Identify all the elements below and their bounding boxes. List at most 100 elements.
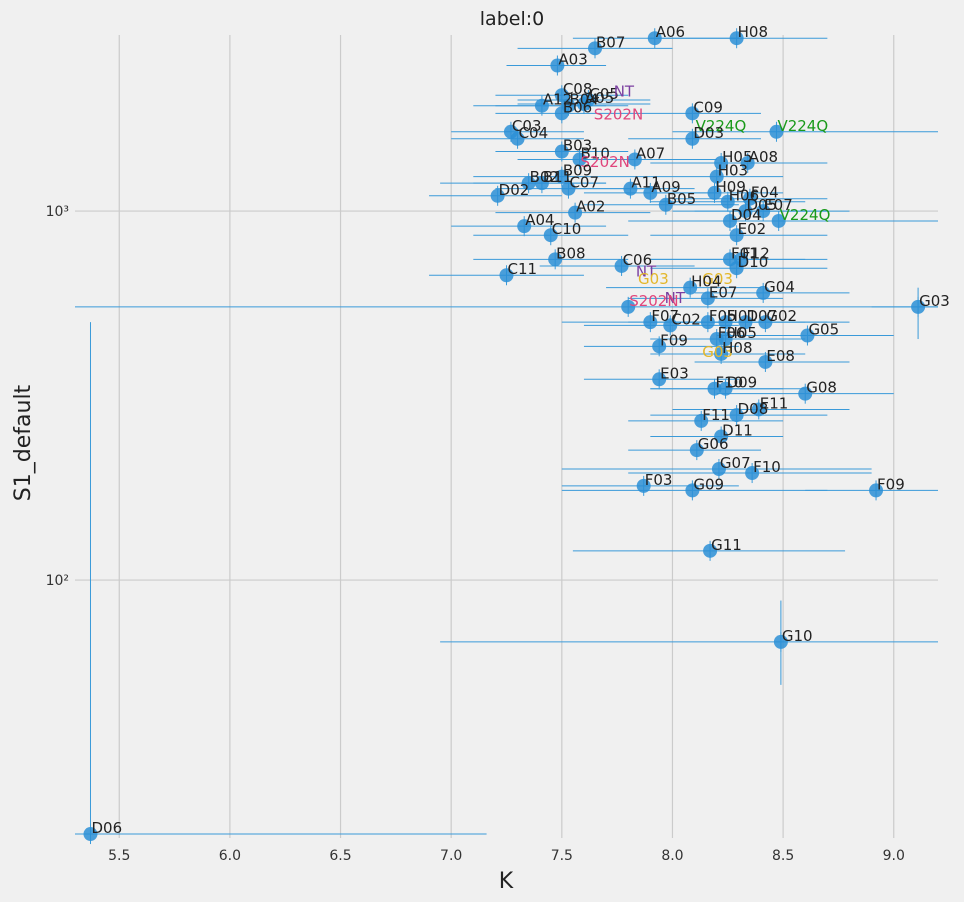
point-label: D09: [727, 374, 758, 392]
data-point: [685, 106, 700, 121]
point-label: A03: [558, 51, 587, 69]
data-point: [798, 386, 813, 401]
point-label: F01: [731, 244, 759, 262]
data-point: [490, 188, 505, 203]
point-label: G03: [919, 292, 950, 310]
data-point: [683, 280, 698, 295]
data-point: [543, 228, 558, 243]
data-point: [869, 483, 884, 498]
data-point: [561, 181, 576, 196]
point-label: G03: [638, 270, 669, 288]
x-tick-label: 7.0: [440, 848, 462, 864]
point-label: A06: [656, 23, 685, 41]
data-point: [745, 466, 760, 481]
data-points: [83, 31, 926, 842]
data-point: [769, 124, 784, 139]
data-point: [738, 315, 753, 330]
point-label: C07: [569, 174, 599, 192]
point-label: G10: [782, 627, 813, 645]
point-label: V224Q: [780, 206, 831, 224]
data-point: [663, 318, 678, 333]
data-point: [740, 155, 755, 170]
data-point: [718, 381, 733, 396]
point-label: S202N: [594, 105, 643, 123]
point-label: H08: [738, 23, 768, 41]
data-point: [647, 31, 662, 46]
data-point: [742, 191, 757, 206]
point-label: E07: [764, 196, 793, 214]
data-point: [703, 543, 718, 558]
data-point: [714, 155, 729, 170]
tick-labels: 5.5 6.0 6.5 7.0 7.5 8.0 8.5 9.0 10² 10³: [46, 204, 905, 864]
data-point: [83, 827, 98, 842]
data-point: [707, 185, 722, 200]
point-label: C06: [623, 251, 653, 269]
data-point: [729, 408, 744, 423]
x-tick-label: 6.0: [219, 848, 241, 864]
point-label: H09: [716, 178, 746, 196]
data-point: [711, 461, 726, 476]
data-point: [756, 285, 771, 300]
data-point: [751, 402, 766, 417]
data-point: [658, 197, 673, 212]
point-label: H01: [727, 307, 757, 325]
data-point: [756, 204, 771, 219]
point-label: D02: [499, 181, 530, 199]
point-label: E03: [660, 364, 689, 382]
point-label: E02: [738, 220, 767, 238]
data-point: [621, 299, 636, 314]
data-point: [636, 478, 651, 493]
data-point: [627, 152, 642, 167]
data-point: [534, 98, 549, 113]
point-label: E07: [709, 283, 738, 301]
data-point: [722, 213, 737, 228]
point-label: F12: [742, 244, 770, 262]
point-label: A12: [543, 91, 572, 109]
data-point: [718, 315, 733, 330]
point-label: D10: [738, 253, 769, 271]
point-label: G03: [702, 343, 733, 361]
point-label: C05: [589, 85, 619, 103]
x-tick-label: 8.5: [772, 848, 794, 864]
point-label: S202N: [581, 153, 630, 171]
data-point: [548, 252, 563, 267]
data-point: [554, 88, 569, 103]
point-label: C11: [508, 260, 538, 278]
data-point: [685, 483, 700, 498]
point-label: F04: [751, 184, 779, 202]
x-tick-label: 8.0: [661, 848, 683, 864]
point-label: NT: [614, 83, 635, 101]
data-point: [576, 97, 591, 112]
point-label: C08: [563, 80, 593, 98]
point-label: A08: [749, 148, 778, 166]
point-label: B08: [556, 244, 585, 262]
point-label: G05: [808, 321, 839, 339]
point-label: D04: [731, 206, 762, 224]
point-label: F09: [660, 331, 688, 349]
point-label: H05: [722, 148, 752, 166]
point-label: C03: [512, 117, 542, 135]
data-point: [554, 106, 569, 121]
point-label: B09: [563, 162, 592, 180]
point-label: B02: [530, 168, 559, 186]
point-label: C09: [693, 98, 723, 116]
chart-title: label:0: [480, 8, 544, 30]
data-point: [572, 152, 587, 167]
point-label: C02: [671, 310, 701, 328]
point-label: H03: [718, 162, 748, 180]
point-label: D06: [91, 819, 122, 837]
point-label: B04: [569, 91, 598, 109]
data-point: [652, 372, 667, 387]
data-point: [623, 181, 638, 196]
data-point: [643, 185, 658, 200]
point-label: A02: [576, 198, 605, 216]
data-point: [689, 443, 704, 458]
point-label: NT: [665, 289, 686, 307]
point-label: D03: [693, 124, 724, 142]
point-label: F05: [709, 307, 737, 325]
point-label: A04: [525, 211, 554, 229]
data-point: [729, 228, 744, 243]
data-point: [499, 268, 514, 283]
point-label: G09: [693, 475, 724, 493]
